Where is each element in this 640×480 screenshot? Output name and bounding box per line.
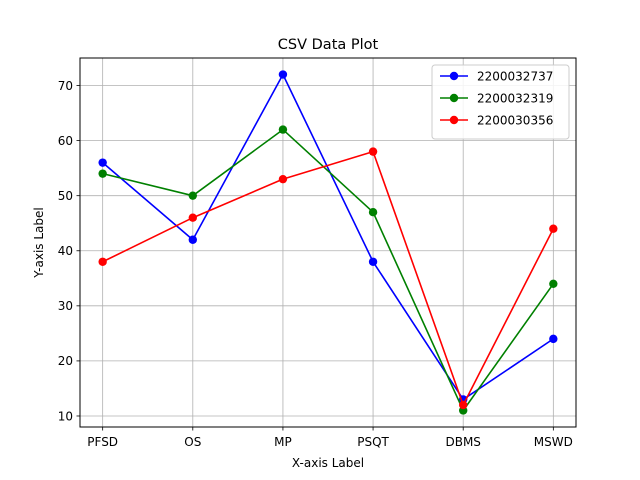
y-tick-label: 30 <box>58 299 73 313</box>
data-point <box>98 158 107 167</box>
data-point <box>458 400 468 410</box>
y-tick-label: 50 <box>58 189 73 203</box>
legend: 2200032737 2200032319 2200030356 <box>431 64 570 140</box>
data-point <box>278 70 288 79</box>
x-tick-label: PSQT <box>357 435 389 449</box>
x-axis-label: X-axis Label <box>292 456 364 470</box>
legend-marker <box>449 115 459 125</box>
x-tick-label: DBMS <box>445 435 480 449</box>
y-tick-label: 40 <box>58 244 73 258</box>
data-point <box>368 147 378 156</box>
legend-label: 2200030356 <box>477 113 553 127</box>
y-tick-label: 10 <box>58 409 73 423</box>
series-layer <box>98 70 558 415</box>
x-tick-label: MP <box>274 435 292 449</box>
data-point <box>188 213 198 222</box>
y-tick-label: 20 <box>58 354 73 368</box>
legend-label: 2200032319 <box>477 91 553 105</box>
data-point <box>549 279 558 289</box>
data-point <box>368 257 378 266</box>
tick-layer: PFSD OS MP PSQT DBMS MSWD 10 20 30 40 50 60 70 <box>58 79 573 449</box>
legend-label: 2200032737 <box>477 69 553 83</box>
data-point <box>278 174 288 184</box>
data-point <box>98 257 107 266</box>
legend-marker <box>449 71 459 81</box>
data-point <box>278 125 288 134</box>
y-axis-label: Y-axis Label <box>32 207 46 278</box>
data-point <box>549 224 558 233</box>
data-point <box>188 235 198 244</box>
y-tick-label: 60 <box>58 134 73 148</box>
plot-frame <box>79 57 577 428</box>
series-line <box>102 150 555 406</box>
data-point <box>188 191 198 200</box>
data-point <box>368 208 378 217</box>
x-tick-label: PFSD <box>87 435 118 449</box>
series-line <box>102 128 554 412</box>
y-tick-label: 70 <box>58 79 73 93</box>
legend-marker <box>449 93 459 103</box>
chart-title: CSV Data Plot <box>278 37 379 53</box>
x-tick-label: OS <box>184 435 201 449</box>
x-tick-label: MSWD <box>534 435 573 449</box>
data-point <box>549 334 558 344</box>
data-point <box>98 169 107 178</box>
